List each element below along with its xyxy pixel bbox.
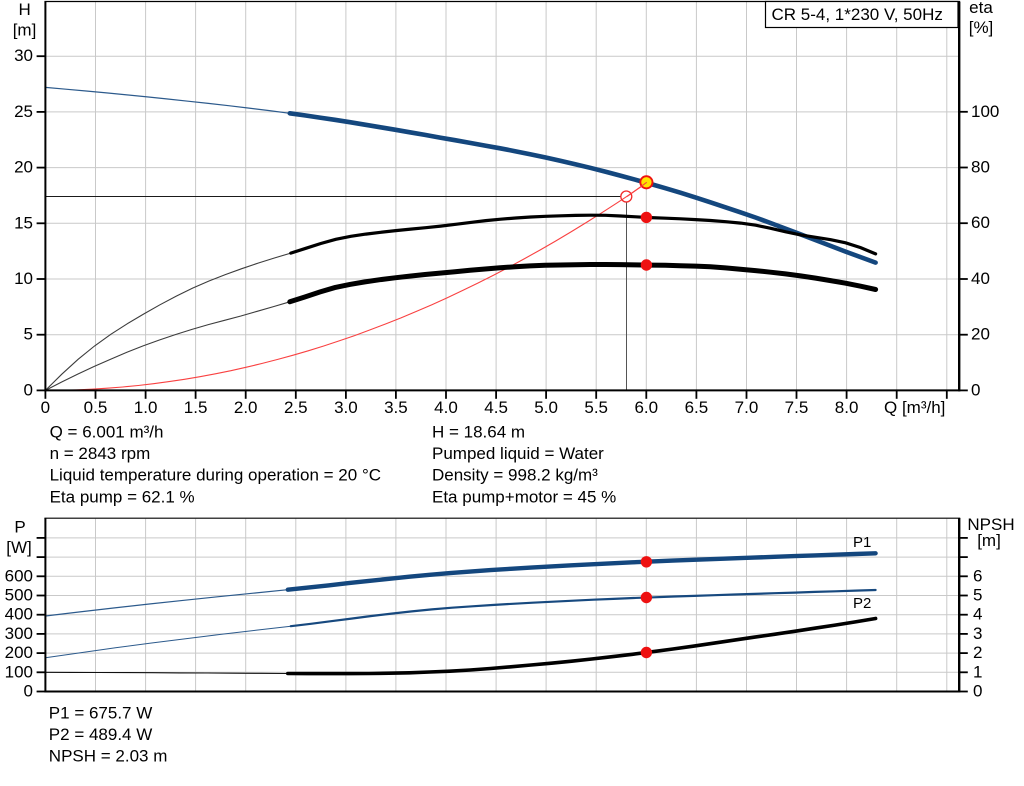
svg-text:40: 40 <box>971 269 990 288</box>
svg-text:3.0: 3.0 <box>334 398 358 417</box>
svg-text:2.0: 2.0 <box>234 398 258 417</box>
svg-text:7.5: 7.5 <box>785 398 809 417</box>
svg-text:100: 100 <box>5 662 33 681</box>
svg-text:NPSH = 2.03 m: NPSH = 2.03 m <box>49 747 168 766</box>
svg-text:6.5: 6.5 <box>685 398 709 417</box>
svg-text:Pumped liquid = Water: Pumped liquid = Water <box>432 444 604 463</box>
svg-text:600: 600 <box>5 566 33 585</box>
svg-text:1.5: 1.5 <box>184 398 208 417</box>
svg-text:2: 2 <box>973 643 982 662</box>
svg-text:P: P <box>14 518 25 537</box>
svg-text:H: H <box>18 0 30 19</box>
svg-text:20: 20 <box>971 325 990 344</box>
svg-text:Q [m³/h]: Q [m³/h] <box>884 398 945 417</box>
svg-text:NPSH: NPSH <box>967 515 1014 534</box>
svg-text:25: 25 <box>14 102 33 121</box>
svg-text:P2 = 489.4 W: P2 = 489.4 W <box>49 725 152 744</box>
svg-text:7.0: 7.0 <box>735 398 759 417</box>
svg-text:1: 1 <box>973 662 982 681</box>
svg-text:3: 3 <box>973 624 982 643</box>
svg-text:[W]: [W] <box>6 538 32 557</box>
svg-text:[m]: [m] <box>13 20 37 39</box>
svg-text:Density = 998.2 kg/m³: Density = 998.2 kg/m³ <box>432 466 598 485</box>
svg-text:5: 5 <box>24 325 33 344</box>
svg-text:6: 6 <box>973 566 982 585</box>
svg-text:4.5: 4.5 <box>484 398 508 417</box>
svg-text:0.5: 0.5 <box>84 398 108 417</box>
svg-text:100: 100 <box>971 102 999 121</box>
svg-text:400: 400 <box>5 605 33 624</box>
svg-text:0: 0 <box>41 398 50 417</box>
svg-text:8.0: 8.0 <box>835 398 859 417</box>
svg-text:Q = 6.001 m³/h: Q = 6.001 m³/h <box>50 423 164 442</box>
svg-text:4: 4 <box>973 605 982 624</box>
svg-text:Eta pump+motor = 45 %: Eta pump+motor = 45 % <box>432 487 616 506</box>
svg-text:P1 = 675.7 W: P1 = 675.7 W <box>49 704 152 723</box>
svg-text:P2: P2 <box>853 595 871 612</box>
svg-text:15: 15 <box>14 213 33 232</box>
svg-text:0: 0 <box>24 380 33 399</box>
svg-text:200: 200 <box>5 643 33 662</box>
svg-text:6.0: 6.0 <box>634 398 658 417</box>
svg-text:20: 20 <box>14 158 33 177</box>
svg-text:500: 500 <box>5 586 33 605</box>
svg-text:3.5: 3.5 <box>384 398 408 417</box>
svg-text:0: 0 <box>971 380 980 399</box>
svg-text:eta: eta <box>969 0 993 17</box>
svg-text:P1: P1 <box>853 534 871 551</box>
svg-text:n = 2843 rpm: n = 2843 rpm <box>50 444 151 463</box>
svg-text:0: 0 <box>24 682 33 701</box>
svg-text:80: 80 <box>971 158 990 177</box>
svg-text:0: 0 <box>973 682 982 701</box>
svg-text:Liquid temperature during oper: Liquid temperature during operation = 20… <box>50 466 381 485</box>
svg-text:H = 18.64 m: H = 18.64 m <box>432 423 525 442</box>
svg-text:5.0: 5.0 <box>534 398 558 417</box>
svg-text:[m]: [m] <box>977 531 1001 550</box>
svg-text:30: 30 <box>14 46 33 65</box>
svg-text:Eta pump = 62.1 %: Eta pump = 62.1 % <box>50 487 195 506</box>
svg-text:4.0: 4.0 <box>434 398 458 417</box>
svg-text:300: 300 <box>5 624 33 643</box>
svg-text:2.5: 2.5 <box>284 398 308 417</box>
svg-text:5.5: 5.5 <box>584 398 608 417</box>
svg-text:10: 10 <box>14 269 33 288</box>
svg-text:1.0: 1.0 <box>134 398 158 417</box>
svg-text:60: 60 <box>971 213 990 232</box>
svg-text:5: 5 <box>973 586 982 605</box>
svg-text:[%]: [%] <box>969 18 994 37</box>
svg-text:CR 5-4, 1*230 V, 50Hz: CR 5-4, 1*230 V, 50Hz <box>772 5 943 24</box>
